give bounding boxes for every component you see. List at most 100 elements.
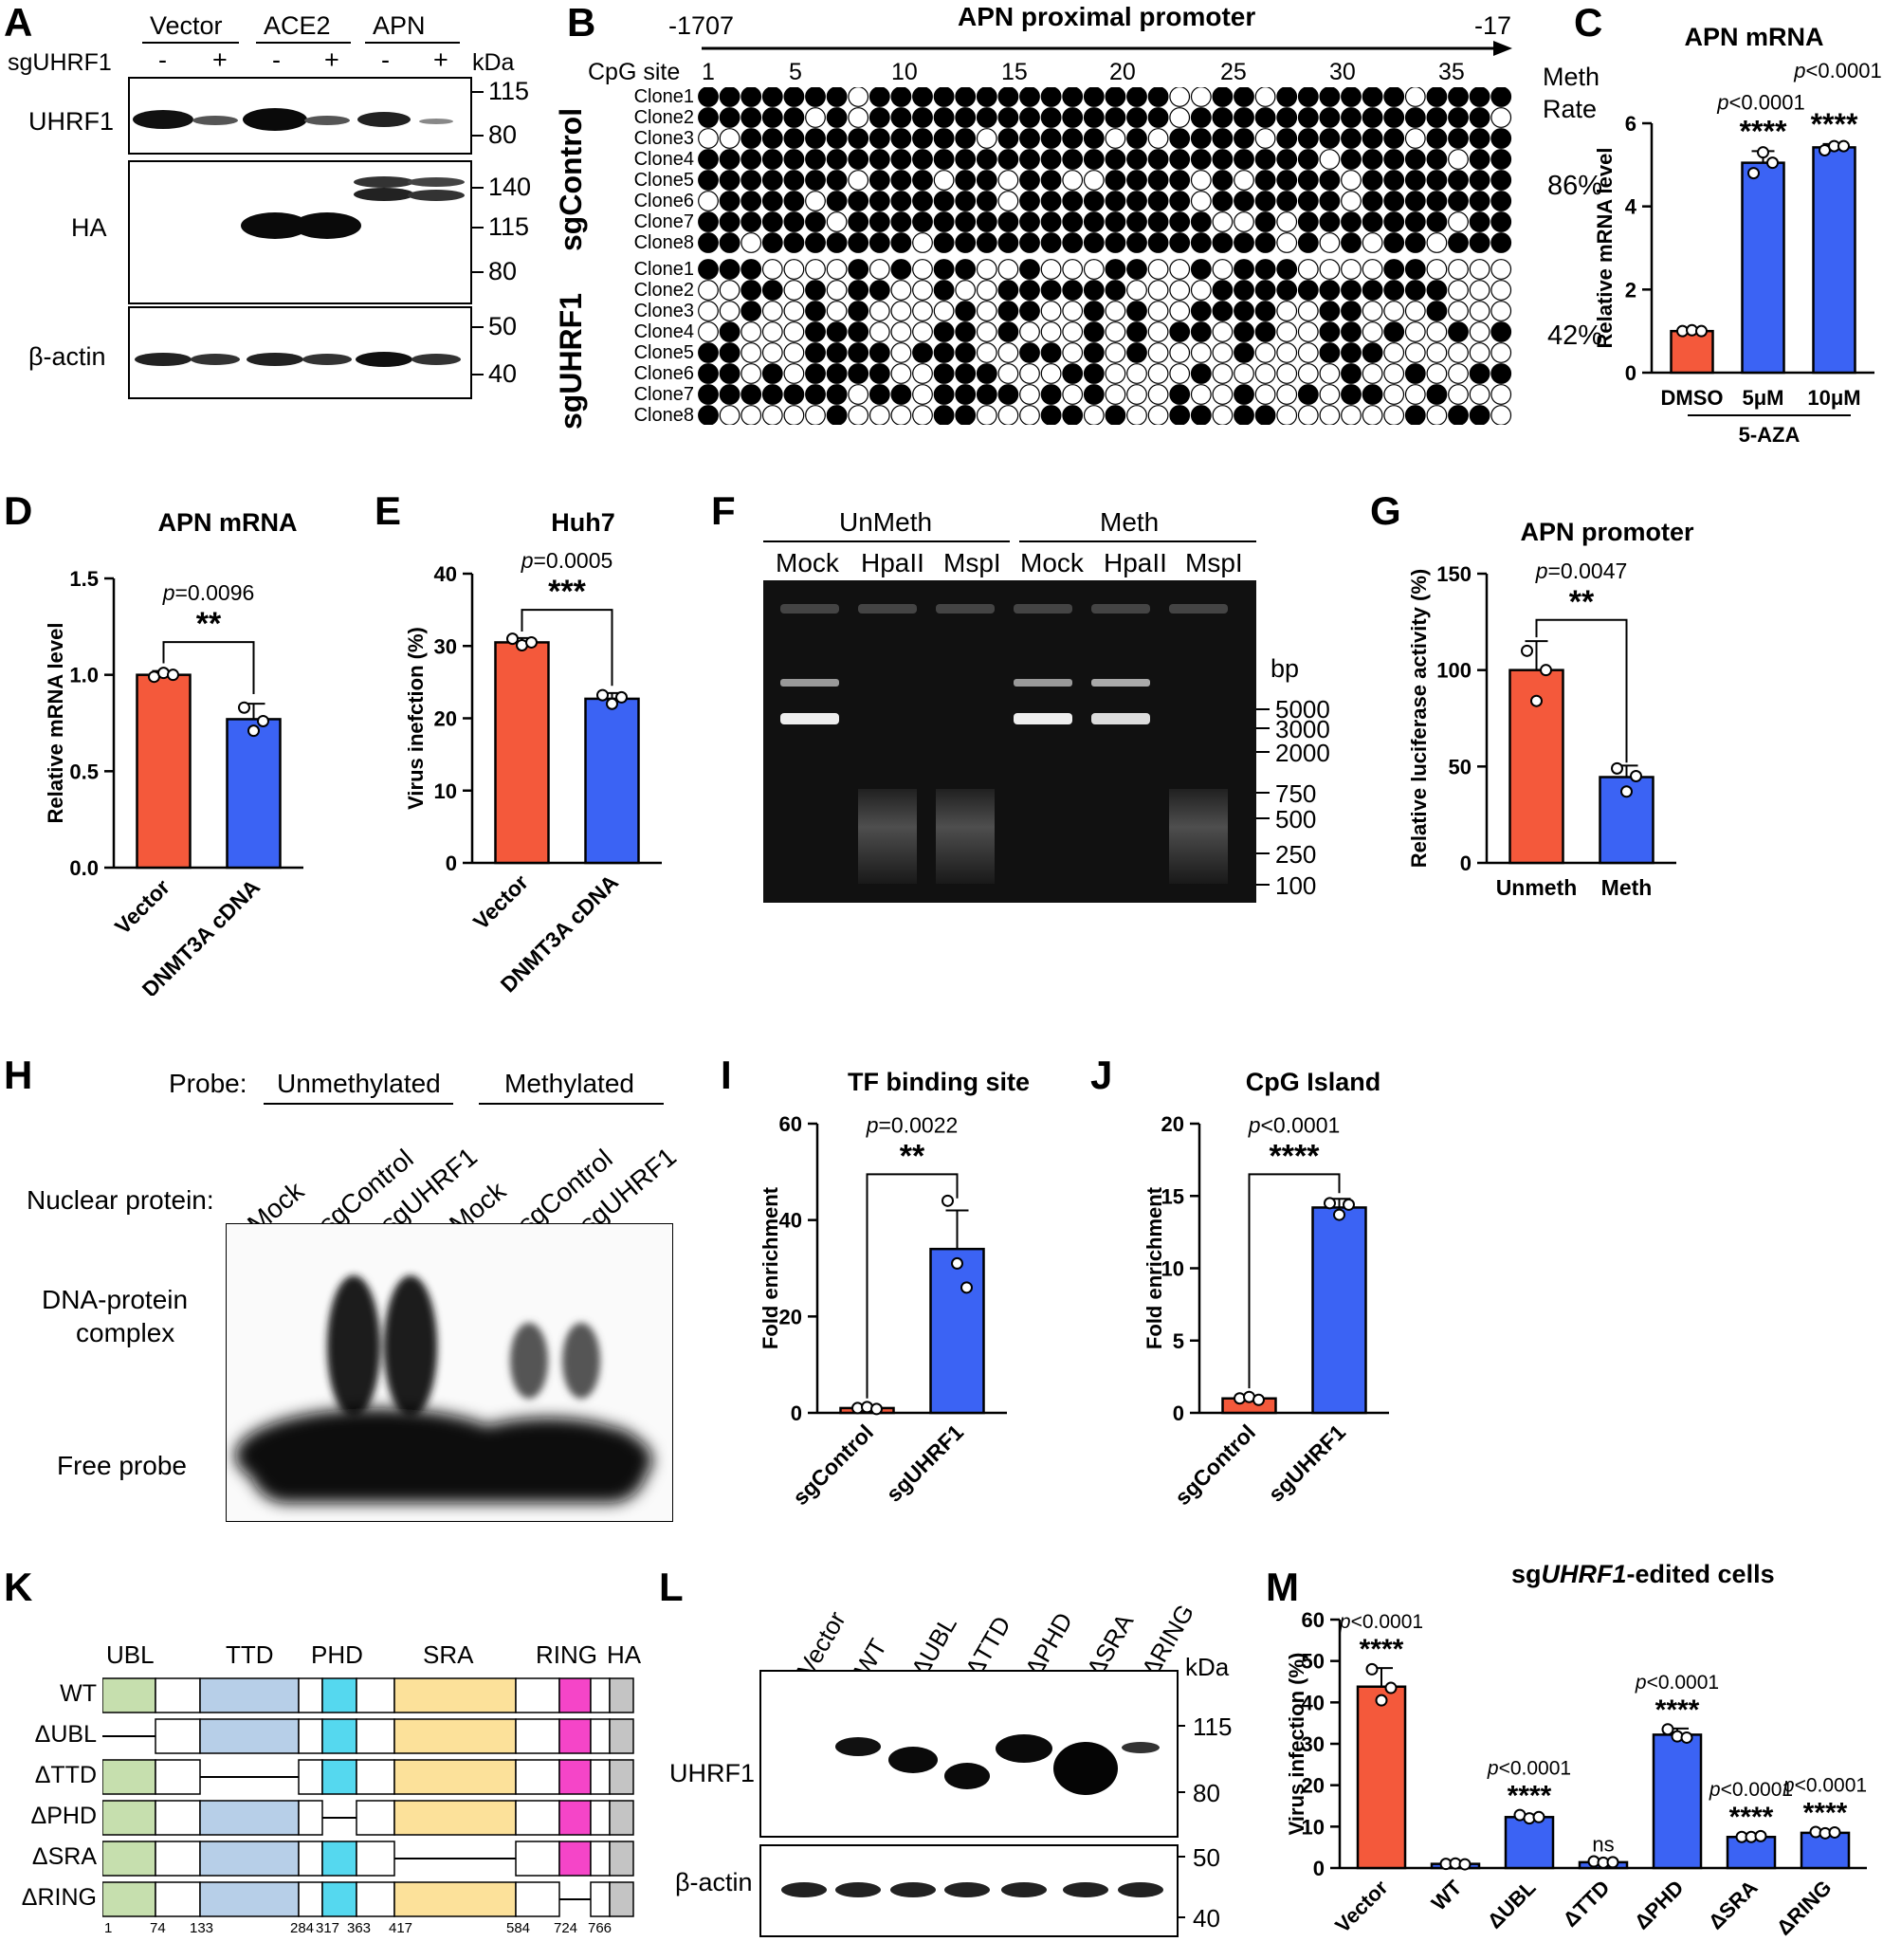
cpg-unmethylated — [1341, 191, 1362, 211]
domain-box — [393, 1881, 517, 1917]
bar — [1311, 1206, 1367, 1415]
cpg-unmethylated — [1126, 363, 1147, 384]
data-point — [1620, 785, 1633, 798]
cpg-methylated — [1234, 128, 1254, 149]
y-tick-label: 0 — [1460, 852, 1472, 875]
y-tick-label: 20 — [779, 1305, 802, 1328]
cpg-methylated — [1276, 259, 1298, 280]
cpg-methylated — [1062, 363, 1084, 384]
y-tick-label: 0 — [1313, 1857, 1325, 1880]
cpg-methylated — [1341, 87, 1362, 107]
cpg-methylated — [1297, 128, 1319, 149]
cpg-unmethylated — [976, 405, 997, 425]
cpg-unmethylated — [1362, 232, 1383, 253]
cpg-methylated — [868, 107, 890, 128]
cpg-unmethylated — [1276, 342, 1298, 363]
y-tick-label: 20 — [1302, 1774, 1325, 1798]
construct-label: ΔRING — [21, 1884, 97, 1911]
cpg-methylated — [1426, 87, 1448, 107]
bar — [226, 718, 282, 870]
minus: - — [158, 46, 167, 74]
cpg-methylated — [933, 321, 955, 342]
cpg-unmethylated — [698, 128, 719, 149]
cpg-methylated — [1254, 170, 1276, 191]
significance-bracket — [1535, 618, 1628, 763]
cpg-methylated — [1319, 128, 1341, 149]
cpg-unmethylated — [1276, 363, 1298, 384]
cpg-methylated — [1083, 87, 1105, 107]
cpg-methylated — [1319, 301, 1341, 321]
chart-title: TF binding site — [848, 1068, 1030, 1096]
group-vector: Vector — [150, 11, 223, 40]
domain-box — [321, 1881, 357, 1917]
cpg-unmethylated — [1426, 232, 1448, 253]
cpg-unmethylated — [976, 342, 997, 363]
cpg-methylated — [761, 280, 783, 301]
p-value: p<0.0001 — [1635, 1672, 1719, 1694]
p-value: p=0.0005 — [521, 548, 613, 573]
blot-label-uhrf1: UHRF1 — [28, 107, 115, 136]
cpg-unmethylated — [868, 301, 890, 321]
cpg-methylated — [761, 107, 783, 128]
domain-box — [356, 1759, 395, 1795]
data-point — [951, 1256, 963, 1270]
domain-box — [393, 1718, 517, 1754]
cpg-methylated — [1383, 107, 1405, 128]
cpg-methylated — [1319, 107, 1341, 128]
domain-box — [102, 1841, 156, 1877]
cpg-methylated — [976, 149, 997, 170]
cpg-unmethylated — [912, 259, 933, 280]
kda-label: kDa — [472, 49, 515, 76]
cpg-methylated — [848, 342, 869, 363]
position: 317 — [316, 1920, 340, 1936]
cpg-methylated — [955, 149, 977, 170]
cpg-methylated — [1019, 232, 1040, 253]
cpg-methylated — [1404, 211, 1426, 232]
significance-bracket — [162, 641, 255, 694]
significance-stars: **** — [1508, 1781, 1552, 1812]
lane-hpaii: HpaII — [861, 548, 924, 577]
cpg-unmethylated — [1490, 107, 1512, 128]
domain-box — [102, 1800, 156, 1836]
cpg-unmethylated — [1062, 170, 1084, 191]
cpg-methylated — [805, 232, 826, 253]
panel-label-f: F — [711, 488, 736, 533]
cpg-unmethylated — [848, 405, 869, 425]
data-point — [1458, 1858, 1472, 1871]
site-number: 10 — [891, 59, 918, 85]
domain-ubl: UBL — [106, 1640, 155, 1669]
data-point — [1365, 1662, 1379, 1676]
cpg-methylated — [1040, 342, 1062, 363]
cpg-unmethylated — [1169, 342, 1191, 363]
domain-box — [393, 1800, 517, 1836]
data-point — [167, 669, 179, 682]
cpg-methylated — [1190, 128, 1212, 149]
domain-box — [298, 1881, 323, 1917]
cpg-methylated — [698, 405, 719, 425]
clone-label: Clone2 — [633, 280, 694, 301]
cpg-methylated — [1105, 87, 1126, 107]
domain-box — [609, 1881, 634, 1917]
cpg-methylated — [1254, 321, 1276, 342]
y-tick-label: 6 — [1625, 112, 1636, 136]
cpg-methylated — [1190, 405, 1212, 425]
cpg-unmethylated — [1276, 384, 1298, 405]
data-point — [1324, 1197, 1336, 1210]
significance-stars: **** — [1270, 1138, 1321, 1174]
cpg-methylated — [1448, 170, 1469, 191]
cpg-unmethylated — [1254, 128, 1276, 149]
data-point — [506, 632, 519, 646]
cpg-methylated — [1341, 321, 1362, 342]
cpg-methylated — [1362, 342, 1383, 363]
complex-label: complex — [76, 1318, 175, 1347]
cpg-unmethylated — [848, 384, 869, 405]
cpg-methylated — [1126, 107, 1147, 128]
cpg-unmethylated — [1212, 342, 1234, 363]
cpg-methylated — [1083, 211, 1105, 232]
bp-label: bp — [1271, 654, 1300, 683]
group-label-sguhrf1: sgUHRF1 — [554, 292, 588, 430]
cpg-unmethylated — [826, 280, 848, 301]
cpg-methylated — [761, 149, 783, 170]
cpg-methylated — [1362, 280, 1383, 301]
cpg-unmethylated — [1404, 342, 1426, 363]
